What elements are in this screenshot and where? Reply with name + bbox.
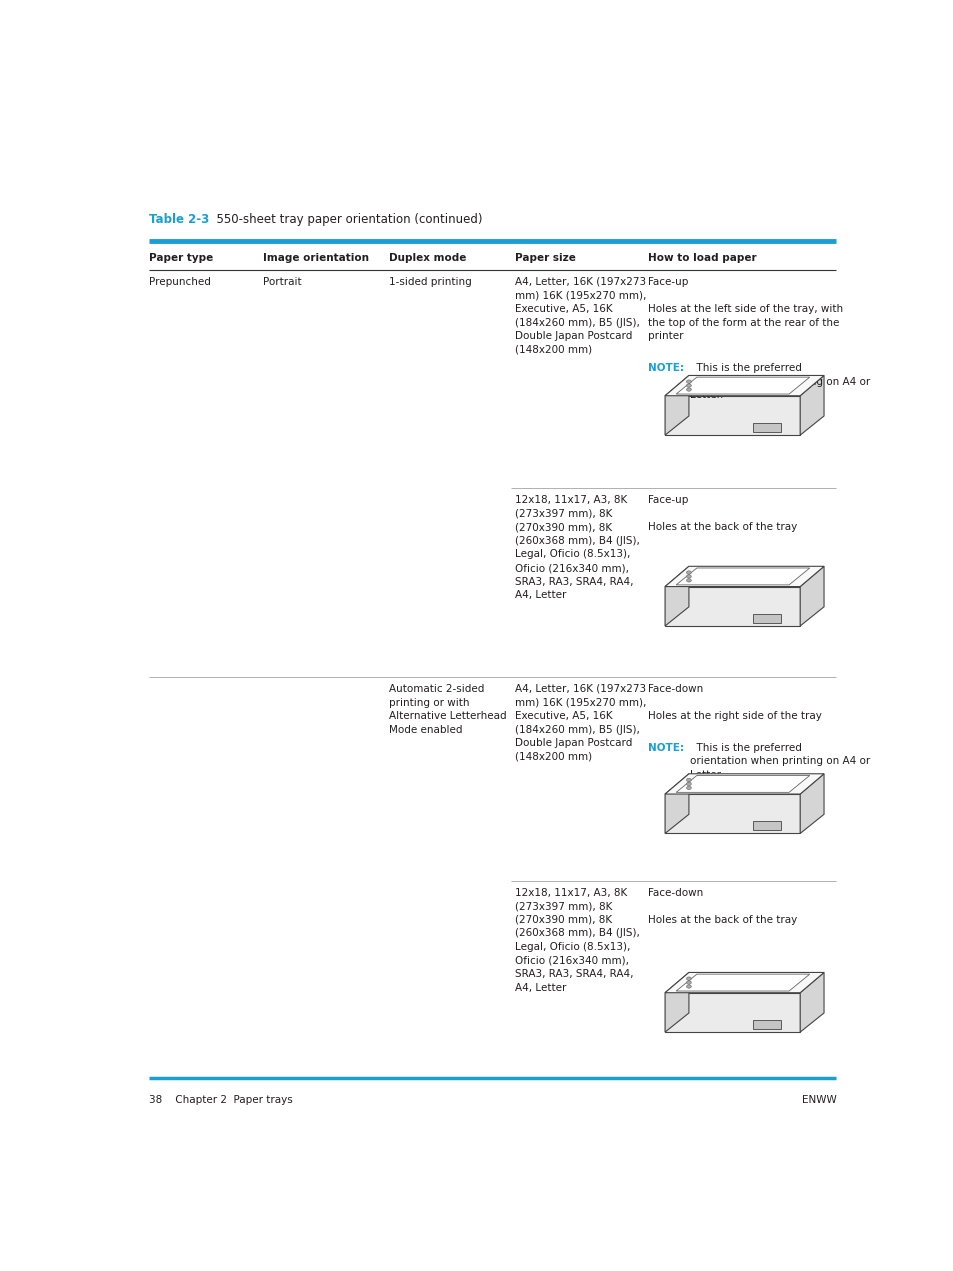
Polygon shape — [752, 614, 781, 623]
Polygon shape — [664, 774, 823, 794]
Ellipse shape — [686, 574, 691, 578]
Ellipse shape — [686, 388, 691, 391]
Text: Prepunched: Prepunched — [149, 277, 211, 287]
Text: How to load paper: How to load paper — [647, 253, 756, 263]
Polygon shape — [752, 821, 781, 830]
Text: Face-down

Holes at the back of the tray: Face-down Holes at the back of the tray — [647, 887, 797, 925]
Polygon shape — [800, 375, 823, 435]
Text: This is the preferred
orientation when printing on A4 or
Letter.: This is the preferred orientation when p… — [689, 364, 869, 400]
Text: Face-up

Holes at the left side of the tray, with
the top of the form at the rea: Face-up Holes at the left side of the tr… — [647, 277, 842, 341]
Text: Image orientation: Image orientation — [263, 253, 369, 263]
Text: 550-sheet tray paper orientation (continued): 550-sheet tray paper orientation (contin… — [210, 214, 482, 226]
Text: NOTE:: NOTE: — [647, 742, 683, 752]
Text: ENWW: ENWW — [801, 1096, 836, 1104]
Text: A4, Letter, 16K (197x273
mm) 16K (195x270 mm),
Executive, A5, 16K
(184x260 mm), : A4, Letter, 16K (197x273 mm) 16K (195x27… — [515, 277, 645, 355]
Polygon shape — [676, 377, 809, 394]
Text: 1-sided printing: 1-sided printing — [389, 277, 472, 287]
Polygon shape — [664, 375, 823, 395]
Polygon shape — [800, 567, 823, 625]
Text: Face-down

Holes at the right side of the tray: Face-down Holes at the right side of the… — [647, 684, 821, 721]
Text: Duplex mode: Duplex mode — [389, 253, 466, 263]
Text: Paper size: Paper size — [515, 253, 575, 263]
Polygon shape — [664, 567, 688, 625]
Polygon shape — [664, 794, 800, 834]
Ellipse shape — [686, 782, 691, 785]
Ellipse shape — [686, 787, 691, 789]
Polygon shape — [800, 972, 823, 1032]
Ellipse shape — [686, 578, 691, 582]
Ellipse shape — [686, 571, 691, 574]
Text: 38    Chapter 2  Paper trays: 38 Chapter 2 Paper trays — [149, 1096, 293, 1104]
Polygon shape — [664, 972, 688, 1032]
Ellipse shape — [686, 778, 691, 782]
Polygon shape — [664, 972, 823, 993]
Ellipse shape — [686, 380, 691, 384]
Polygon shape — [664, 774, 688, 834]
Ellipse shape — [686, 384, 691, 388]
Polygon shape — [752, 1019, 781, 1028]
Text: NOTE:: NOTE: — [647, 364, 683, 372]
Text: A4, Letter, 16K (197x273
mm) 16K (195x270 mm),
Executive, A5, 16K
(184x260 mm), : A4, Letter, 16K (197x273 mm) 16K (195x27… — [515, 684, 645, 761]
Polygon shape — [752, 423, 781, 432]
Polygon shape — [800, 774, 823, 834]
Ellipse shape — [686, 981, 691, 984]
Polygon shape — [676, 568, 809, 585]
Text: Paper type: Paper type — [149, 253, 213, 263]
Text: Portrait: Portrait — [263, 277, 302, 287]
Text: This is the preferred
orientation when printing on A4 or
Letter.: This is the preferred orientation when p… — [689, 742, 869, 780]
Polygon shape — [676, 775, 809, 792]
Polygon shape — [664, 375, 688, 435]
Ellipse shape — [686, 985, 691, 989]
Polygon shape — [664, 395, 800, 435]
Text: 12x18, 11x17, A3, 8K
(273x397 mm), 8K
(270x390 mm), 8K
(260x368 mm), B4 (JIS),
L: 12x18, 11x17, A3, 8K (273x397 mm), 8K (2… — [515, 494, 639, 600]
Text: Table 2-3: Table 2-3 — [149, 214, 209, 226]
Ellipse shape — [686, 977, 691, 980]
Text: Automatic 2-sided
printing or with
Alternative Letterhead
Mode enabled: Automatic 2-sided printing or with Alter… — [389, 684, 506, 735]
Polygon shape — [664, 567, 823, 586]
Text: Face-up

Holes at the back of the tray: Face-up Holes at the back of the tray — [647, 494, 797, 533]
Polygon shape — [664, 586, 800, 625]
Text: 12x18, 11x17, A3, 8K
(273x397 mm), 8K
(270x390 mm), 8K
(260x368 mm), B4 (JIS),
L: 12x18, 11x17, A3, 8K (273x397 mm), 8K (2… — [515, 887, 639, 993]
Polygon shape — [664, 993, 800, 1032]
Polygon shape — [676, 974, 809, 991]
